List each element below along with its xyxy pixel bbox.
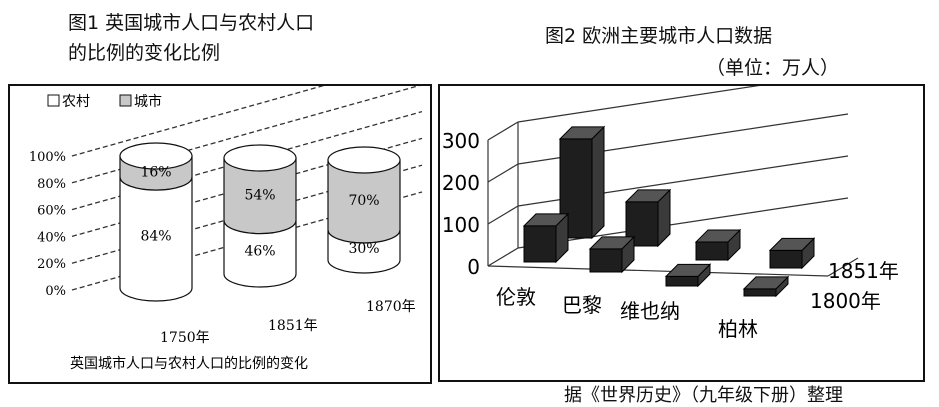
fig1-panel: 农村 城市 100% 80% 60% 40% 20% 0% 16% 84% 1750年 54% 46% 1… <box>8 84 432 384</box>
legend-label-rural: 农村 <box>62 94 90 110</box>
legend-swatch-urban <box>119 94 132 107</box>
fig2-bar-1800-2 <box>664 263 712 288</box>
fig2-bar-1800-3 <box>742 275 790 298</box>
fig2-bar-1851-0-top <box>558 126 606 140</box>
fig1-y-tick: 80% <box>37 177 66 192</box>
fig1-title-line1: 图1 英国城市人口与农村人口 <box>68 12 315 34</box>
fig1-label-urban: 54% <box>244 187 275 203</box>
fig2-y-tick: 0 <box>467 255 480 279</box>
fig2-bar-1800-1 <box>588 235 636 274</box>
fig1-caption: 英国城市人口与农村人口的比例的变化 <box>70 355 308 372</box>
fig1-bar-rural <box>327 229 401 274</box>
fig1-y-tick: 0% <box>45 284 66 299</box>
fig2-bar-1800-2-top <box>664 263 712 277</box>
fig2-floor-right <box>827 257 859 277</box>
fig2-gridline <box>517 197 849 249</box>
fig2-unit: （单位：万人） <box>706 57 840 79</box>
fig1-x-label: 1851年 <box>268 318 318 334</box>
fig2-bar-1800-2-front <box>665 275 699 287</box>
fig2-bar-1800-0-top <box>522 213 570 227</box>
fig1-cylinder-1: 54% 46% <box>223 144 297 288</box>
fig1-y-tick: 100% <box>29 150 66 165</box>
fig2-x-label: 巴黎 <box>562 293 602 317</box>
fig2-bar-1800-1-top <box>588 236 636 250</box>
fig2-bar-1800-3-top <box>742 276 790 290</box>
fig2-bar-1800-0 <box>522 212 570 264</box>
fig1-legend: 农村 城市 <box>47 93 162 110</box>
fig1-bar-rural <box>119 177 193 302</box>
fig2-gridline-side <box>487 121 519 141</box>
fig1-chart: 农村 城市 100% 80% 60% 40% 20% 0% 16% 84% 1750年 54% 46% 1… <box>29 86 423 372</box>
fig2-title: 图2 欧洲主要城市人口数据 <box>545 25 773 47</box>
fig1-x-label: 1750年 <box>160 330 210 346</box>
fig1-bar-cap <box>327 146 401 174</box>
fig2-bar-1800-0-front <box>523 225 557 263</box>
fig1-y-tick: 60% <box>37 204 66 219</box>
fig1-label-rural: 46% <box>244 243 275 259</box>
fig1-bar-cap <box>119 142 193 170</box>
fig2-bar-1800-3-front <box>743 288 777 297</box>
fig1-title-line2: 的比例的变化比例 <box>68 42 221 64</box>
fig1-label-rural: 84% <box>140 229 171 245</box>
fig1-x-label: 1870年 <box>366 299 416 315</box>
fig2-panel: 300 200 100 0 伦敦 巴黎 维也纳柏林 1851年 1800年 <box>438 84 925 382</box>
fig2-series-label: 1851年 <box>828 259 899 283</box>
fig2-y-tick: 100 <box>442 213 480 237</box>
source-note: 据《世界历史》（九年级下册）整理 <box>564 385 843 406</box>
fig1-label-urban: 16% <box>140 165 171 181</box>
fig1-gridline <box>71 86 325 157</box>
fig2-bar-1851-2-front <box>695 241 729 261</box>
fig1-label-rural: 30% <box>348 241 379 257</box>
fig2-bar-1800-1-front <box>589 248 623 273</box>
legend-label-urban: 城市 <box>134 93 162 110</box>
fig1-bar-rural <box>223 220 297 288</box>
fig2-gridline-side <box>487 247 519 267</box>
fig2-bar-1851-2-top <box>694 229 742 243</box>
fig2-gridline-side <box>487 163 519 183</box>
fig2-floor-front <box>487 265 829 277</box>
fig1-y-tick: 20% <box>37 257 66 272</box>
fig2-bar-1851-3 <box>768 237 816 270</box>
fig2-series-label: 1800年 <box>810 289 881 313</box>
fig2-bar-1851-0-side <box>591 125 605 240</box>
fig2-y-tick: 300 <box>442 129 480 153</box>
fig2-bar-1851-3-top <box>768 237 816 251</box>
fig2-x-label: 维也纳 <box>620 299 680 323</box>
fig1-cylinder-2: 70% 30% <box>327 146 401 274</box>
fig1-label-urban: 70% <box>348 193 379 209</box>
fig1-cylinder-0: 16% 84% <box>119 142 193 302</box>
fig2-x-label: 柏林 <box>718 317 758 341</box>
fig2-gridline-side <box>487 205 519 225</box>
fig1-y-tick: 40% <box>37 230 66 245</box>
fig2-x-label: 伦敦 <box>496 285 536 309</box>
fig2-gridline <box>517 86 760 123</box>
fig2-bar-1851-3-front <box>769 249 803 269</box>
fig1-bar-cap <box>223 144 297 172</box>
legend-swatch-rural <box>47 94 60 107</box>
fig2-bar-1851-1 <box>624 188 672 248</box>
fig2-bar-1851-1-top <box>624 189 672 203</box>
fig2-bar-1851-2 <box>694 228 742 262</box>
fig2-y-tick: 200 <box>442 171 480 195</box>
